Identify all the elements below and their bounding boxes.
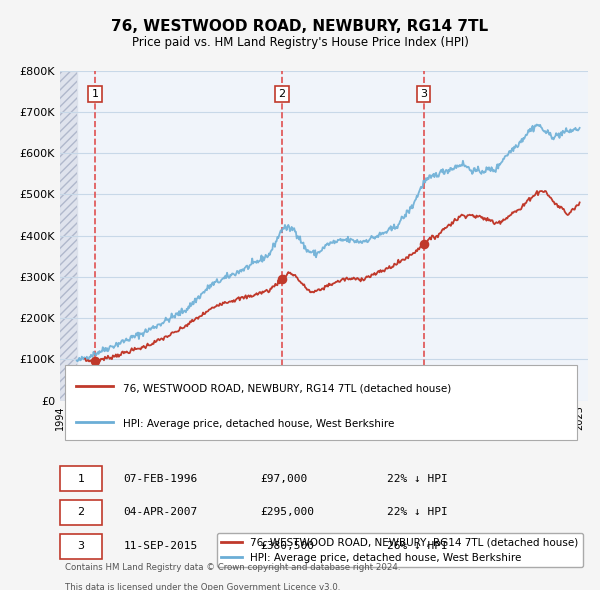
Text: 04-APR-2007: 04-APR-2007 (124, 507, 197, 517)
Text: This data is licensed under the Open Government Licence v3.0.: This data is licensed under the Open Gov… (65, 582, 341, 590)
Text: 3: 3 (420, 89, 427, 99)
Text: £97,000: £97,000 (260, 474, 308, 484)
Point (91, 356, 100, 365)
Text: 07-FEB-1996: 07-FEB-1996 (124, 474, 197, 484)
Text: 1: 1 (92, 89, 98, 99)
Text: £295,000: £295,000 (260, 507, 314, 517)
Text: 2: 2 (77, 507, 85, 517)
FancyBboxPatch shape (65, 365, 577, 440)
Text: 76, WESTWOOD ROAD, NEWBURY, RG14 7TL (detached house): 76, WESTWOOD ROAD, NEWBURY, RG14 7TL (de… (124, 383, 452, 393)
Text: Contains HM Land Registry data © Crown copyright and database right 2024.: Contains HM Land Registry data © Crown c… (65, 563, 401, 572)
Point (277, 274, 287, 284)
Text: 11-SEP-2015: 11-SEP-2015 (124, 541, 197, 551)
FancyBboxPatch shape (60, 500, 102, 525)
Text: 1: 1 (77, 474, 85, 484)
Legend: 76, WESTWOOD ROAD, NEWBURY, RG14 7TL (detached house), HPI: Average price, detac: 76, WESTWOOD ROAD, NEWBURY, RG14 7TL (de… (217, 533, 583, 567)
FancyBboxPatch shape (60, 534, 102, 559)
Text: 22% ↓ HPI: 22% ↓ HPI (388, 507, 448, 517)
FancyBboxPatch shape (60, 466, 102, 491)
Point (419, 239, 428, 248)
Bar (60, 71, 77, 401)
Text: 22% ↓ HPI: 22% ↓ HPI (388, 474, 448, 484)
Text: 26% ↓ HPI: 26% ↓ HPI (388, 541, 448, 551)
Bar (60, 71, 77, 401)
Text: 3: 3 (77, 541, 85, 551)
Text: 2: 2 (278, 89, 286, 99)
Text: Price paid vs. HM Land Registry's House Price Index (HPI): Price paid vs. HM Land Registry's House … (131, 36, 469, 49)
Text: HPI: Average price, detached house, West Berkshire: HPI: Average price, detached house, West… (124, 419, 395, 429)
Text: 76, WESTWOOD ROAD, NEWBURY, RG14 7TL: 76, WESTWOOD ROAD, NEWBURY, RG14 7TL (112, 19, 488, 34)
Text: £380,500: £380,500 (260, 541, 314, 551)
